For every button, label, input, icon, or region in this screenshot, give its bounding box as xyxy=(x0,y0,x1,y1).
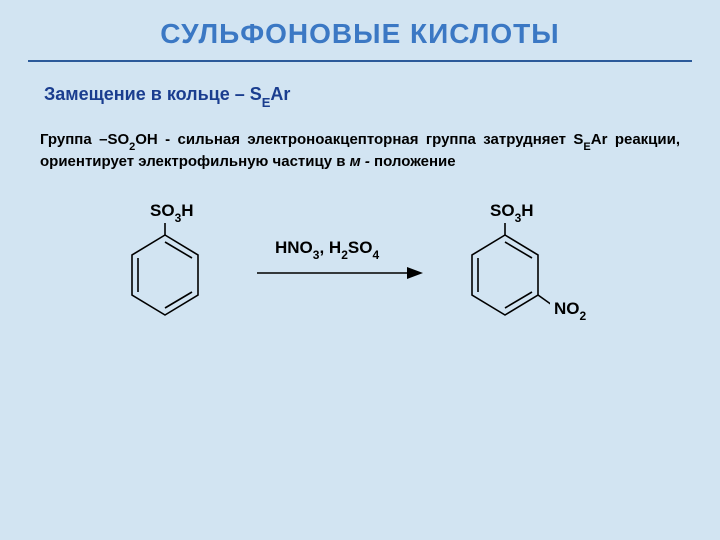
reaction-arrow xyxy=(255,263,425,283)
no2-sub2: 2 xyxy=(580,309,587,323)
so3h-so: SO xyxy=(150,201,175,220)
subtitle-post: Ar xyxy=(270,84,290,104)
benzene-left xyxy=(120,223,210,333)
so3h-right-label: SO3H xyxy=(490,201,534,223)
reagent-hno: HNO xyxy=(275,238,313,257)
body-seg-1: Группа –SO xyxy=(40,131,129,148)
reagent-comma-h: , H xyxy=(319,238,341,257)
reagent-so: SO xyxy=(348,238,373,257)
page-title: СУЛЬФОНОВЫЕ КИСЛОТЫ xyxy=(0,0,720,50)
reagent-sub2: 2 xyxy=(341,248,348,262)
so3h-right-so: SO xyxy=(490,201,515,220)
body-seg-2: OH - сильная электроноакцепторная группа… xyxy=(135,131,583,148)
so3h-right-sub3: 3 xyxy=(515,211,522,225)
body-seg-4: положение xyxy=(374,153,456,170)
body-m-italic: м - xyxy=(350,153,374,170)
subtitle-sub-e: E xyxy=(262,95,271,110)
reagent-sub4: 4 xyxy=(372,248,379,262)
so3h-h: H xyxy=(181,201,193,220)
no2-no: NO xyxy=(554,299,580,318)
reagent-label: HNO3, H2SO4 xyxy=(275,238,379,260)
so3h-left-label: SO3H xyxy=(150,201,194,223)
body-paragraph: Группа –SO2OH - сильная электроноакцепто… xyxy=(0,108,720,173)
benzene-right xyxy=(460,223,550,343)
subtitle-pre: Замещение в кольце – S xyxy=(44,84,262,104)
no2-label: NO2 xyxy=(554,299,586,321)
body-sub-2: 2 xyxy=(129,141,135,153)
reaction-diagram: SO3H HNO3, H2SO4 SO3H NO2 xyxy=(0,183,720,443)
reagent-sub3: 3 xyxy=(313,248,320,262)
body-sub-e: E xyxy=(583,141,590,153)
so3h-sub3: 3 xyxy=(175,211,182,225)
subtitle: Замещение в кольце – SEAr xyxy=(0,62,720,108)
so3h-right-h: H xyxy=(521,201,533,220)
